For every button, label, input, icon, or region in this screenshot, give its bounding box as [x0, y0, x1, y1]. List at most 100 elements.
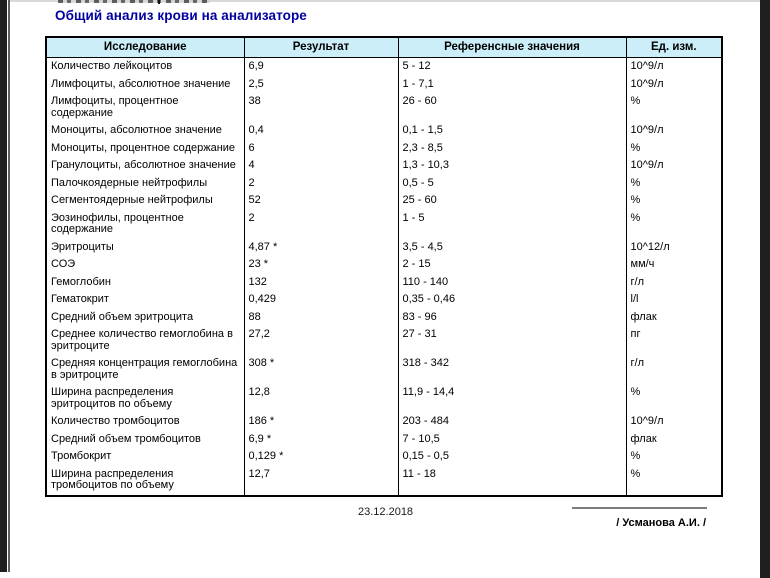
cell-reference: 2 - 15 — [397, 256, 627, 274]
cell-result: 6,9 — [243, 57, 399, 76]
table-row: Палочкоядерные нейтрофилы 2 0,5 - 5 % — [45, 174, 723, 192]
cell-test-name: Ширина распределения эритроцитов по объе… — [45, 384, 245, 413]
viewer-right-edge — [760, 0, 770, 578]
table-row: Эритроциты 4,87 * 3,5 - 4,5 10^12/л — [45, 238, 723, 256]
table-body: Количество лейкоцитов 6,9 5 - 12 10^9/л … — [45, 57, 723, 496]
cell-test-name: Гематокрит — [45, 291, 245, 309]
cell-reference: 3,5 - 4,5 — [397, 238, 627, 256]
table-row: Гранулоциты, абсолютное значение 4 1,3 -… — [45, 157, 723, 175]
cell-result: 186 * — [243, 413, 399, 431]
viewer-left-edge — [0, 0, 7, 572]
cell-test-name: Лимфоциты, абсолютное значение — [45, 75, 245, 93]
table-row: Средний объем тромбоцитов 6,9 * 7 - 10,5… — [45, 430, 723, 448]
cell-result: 38 — [243, 93, 399, 122]
cell-test-name: Палочкоядерные нейтрофилы — [45, 174, 245, 192]
cell-reference: 0,5 - 5 — [397, 174, 627, 192]
cell-unit: 10^12/л — [625, 238, 723, 256]
blood-test-table: Исследование Результат Референсные значе… — [45, 36, 723, 497]
cell-result: 132 — [243, 273, 399, 291]
table-row: СОЭ 23 * 2 - 15 мм/ч — [45, 256, 723, 274]
cell-test-name: Сегментоядерные нейтрофилы — [45, 192, 245, 210]
table-row: Количество лейкоцитов 6,9 5 - 12 10^9/л — [45, 57, 723, 76]
cell-unit: % — [625, 448, 723, 466]
cell-result: 12,8 — [243, 384, 399, 413]
cell-result: 6,9 * — [243, 430, 399, 448]
cell-unit: флак — [625, 430, 723, 448]
cell-reference: 83 - 96 — [397, 308, 627, 326]
cell-result: 0,429 — [243, 291, 399, 309]
table-row: Среднее количество гемоглобина в эритроц… — [45, 326, 723, 355]
table-row: Моноциты, абсолютное значение 0,4 0,1 - … — [45, 122, 723, 140]
top-clipped-text-dot — [158, 0, 160, 4]
table-row: Эозинофилы, процентное содержание 2 1 - … — [45, 209, 723, 239]
cell-reference: 318 - 342 — [397, 355, 627, 384]
cell-result: 6 — [243, 139, 399, 157]
cell-result: 4,87 * — [243, 238, 399, 256]
column-header-result: Результат — [243, 36, 399, 58]
table-row: Количество тромбоцитов 186 * 203 - 484 1… — [45, 413, 723, 431]
cell-reference: 2,3 - 8,5 — [397, 139, 627, 157]
cell-result: 0,129 * — [243, 448, 399, 466]
cell-result: 0,4 — [243, 122, 399, 140]
top-clipped-text-fragment — [58, 0, 210, 3]
cell-test-name: Средний объем тромбоцитов — [45, 430, 245, 448]
table-row: Гемоглобин 132 110 - 140 г/л — [45, 273, 723, 291]
cell-reference: 25 - 60 — [397, 192, 627, 210]
cell-test-name: Моноциты, абсолютное значение — [45, 122, 245, 140]
top-clipped-band — [10, 0, 760, 2]
cell-unit: г/л — [625, 273, 723, 291]
cell-unit: % — [625, 192, 723, 210]
report-date: 23.12.2018 — [358, 506, 414, 518]
cell-reference: 5 - 12 — [397, 57, 627, 76]
table-row: Средний объем эритроцита 88 83 - 96 флак — [45, 308, 723, 326]
cell-reference: 7 - 10,5 — [397, 430, 627, 448]
table-row: Тромбокрит 0,129 * 0,15 - 0,5 % — [45, 448, 723, 466]
cell-result: 23 * — [243, 256, 399, 274]
cell-reference: 11,9 - 14,4 — [397, 384, 627, 413]
cell-test-name: Лимфоциты, процентное содержание — [45, 93, 245, 122]
signature-name: / Усманова А.И. / — [616, 517, 706, 529]
cell-test-name: Ширина распределения тромбоцитов по объе… — [45, 465, 245, 496]
signature-line — [572, 507, 707, 509]
cell-unit: % — [625, 93, 723, 122]
cell-test-name: Среднее количество гемоглобина в эритроц… — [45, 326, 245, 355]
cell-reference: 11 - 18 — [397, 465, 627, 496]
cell-test-name: Эозинофилы, процентное содержание — [45, 209, 245, 239]
cell-unit: % — [625, 465, 723, 496]
cell-result: 308 * — [243, 355, 399, 384]
table-row: Средняя концентрация гемоглобина в эритр… — [45, 355, 723, 384]
cell-reference: 26 - 60 — [397, 93, 627, 122]
table-row: Гематокрит 0,429 0,35 - 0,46 l/l — [45, 291, 723, 309]
cell-unit: пг — [625, 326, 723, 355]
table-row: Моноциты, процентное содержание 6 2,3 - … — [45, 139, 723, 157]
cell-result: 2 — [243, 174, 399, 192]
column-header-reference: Референсные значения — [397, 36, 627, 58]
cell-reference: 0,1 - 1,5 — [397, 122, 627, 140]
table-header-row: Исследование Результат Референсные значе… — [45, 36, 723, 58]
cell-result: 2 — [243, 209, 399, 239]
cell-reference: 110 - 140 — [397, 273, 627, 291]
cell-reference: 203 - 484 — [397, 413, 627, 431]
cell-unit: % — [625, 139, 723, 157]
cell-test-name: СОЭ — [45, 256, 245, 274]
cell-reference: 27 - 31 — [397, 326, 627, 355]
cell-unit: % — [625, 384, 723, 413]
cell-test-name: Средний объем эритроцита — [45, 308, 245, 326]
cell-result: 12,7 — [243, 465, 399, 496]
cell-unit: 10^9/л — [625, 75, 723, 93]
cell-unit: % — [625, 174, 723, 192]
cell-result: 88 — [243, 308, 399, 326]
table-row: Лимфоциты, процентное содержание 38 26 -… — [45, 93, 723, 122]
table-row: Ширина распределения эритроцитов по объе… — [45, 384, 723, 413]
cell-reference: 0,15 - 0,5 — [397, 448, 627, 466]
cell-result: 4 — [243, 157, 399, 175]
cell-test-name: Гемоглобин — [45, 273, 245, 291]
page-left-shadow — [8, 0, 10, 572]
cell-test-name: Количество тромбоцитов — [45, 413, 245, 431]
cell-unit: 10^9/л — [625, 57, 723, 76]
page-title: Общий анализ крови на анализаторе — [55, 8, 307, 23]
cell-reference: 1,3 - 10,3 — [397, 157, 627, 175]
cell-unit: 10^9/л — [625, 157, 723, 175]
cell-test-name: Эритроциты — [45, 238, 245, 256]
cell-unit: l/l — [625, 291, 723, 309]
